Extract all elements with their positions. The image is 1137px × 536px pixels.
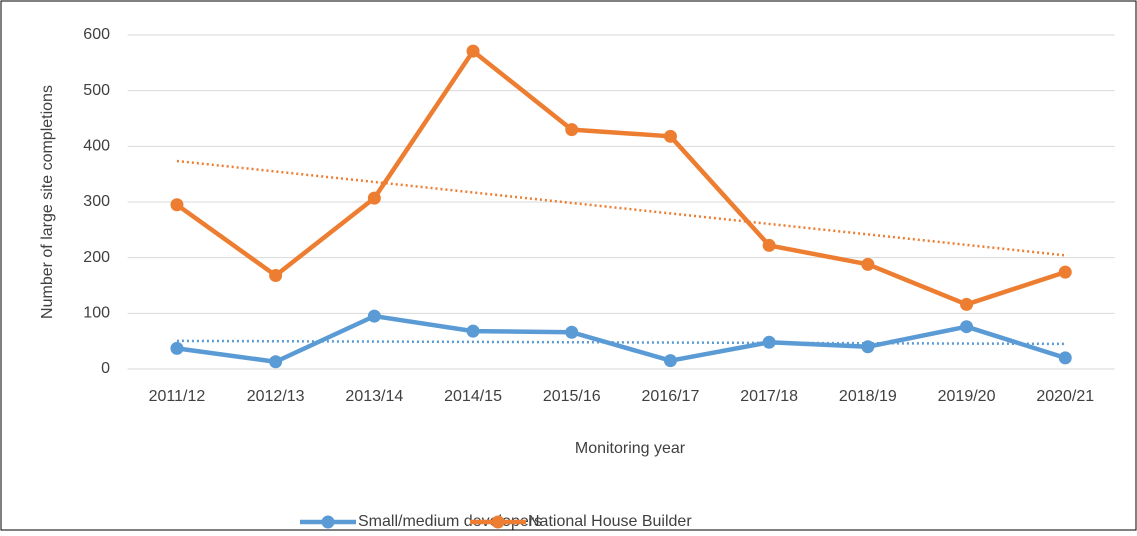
legend-label: National House Builder <box>528 513 692 530</box>
x-tick-label: 2014/15 <box>444 388 502 405</box>
x-tick-label: 2020/21 <box>1036 388 1094 405</box>
data-point <box>269 268 283 282</box>
data-point <box>565 123 579 137</box>
data-point <box>565 325 579 339</box>
data-point <box>170 341 184 355</box>
y-tick-label: 0 <box>101 360 110 377</box>
data-point <box>861 340 875 354</box>
legend-marker <box>321 515 335 529</box>
trendline <box>176 159 1066 257</box>
data-point <box>269 355 283 369</box>
x-tick-label: 2019/20 <box>938 388 996 405</box>
y-tick-label: 600 <box>83 26 110 43</box>
data-point <box>960 320 974 334</box>
data-point <box>861 257 875 271</box>
data-point <box>367 309 381 323</box>
data-point <box>663 129 677 143</box>
x-tick-label: 2016/17 <box>642 388 700 405</box>
data-point <box>1058 351 1072 365</box>
y-axis-title: Number of large site completions <box>39 85 56 319</box>
data-point <box>466 324 480 338</box>
x-tick-label: 2011/12 <box>149 388 206 405</box>
y-tick-label: 500 <box>83 82 110 99</box>
y-tick-label: 400 <box>83 138 110 155</box>
x-tick-label: 2015/16 <box>543 388 601 405</box>
trendline <box>176 339 1066 346</box>
data-point <box>367 191 381 205</box>
data-point <box>466 44 480 58</box>
x-tick-label: 2013/14 <box>345 388 403 405</box>
x-axis-title: Monitoring year <box>575 440 686 457</box>
data-point <box>762 238 776 252</box>
x-tick-label: 2012/13 <box>247 388 305 405</box>
y-tick-label: 300 <box>83 193 110 210</box>
x-tick-label: 2018/19 <box>839 388 897 405</box>
y-tick-label: 200 <box>83 249 110 266</box>
y-tick-label: 100 <box>83 305 110 322</box>
x-tick-label: 2017/18 <box>740 388 798 405</box>
data-point <box>663 354 677 368</box>
legend-marker <box>491 515 505 529</box>
series-line <box>176 313 1066 365</box>
data-point <box>762 335 776 349</box>
data-point <box>1058 265 1072 279</box>
series-line <box>175 48 1066 307</box>
data-point <box>170 198 184 212</box>
data-point <box>960 297 974 311</box>
